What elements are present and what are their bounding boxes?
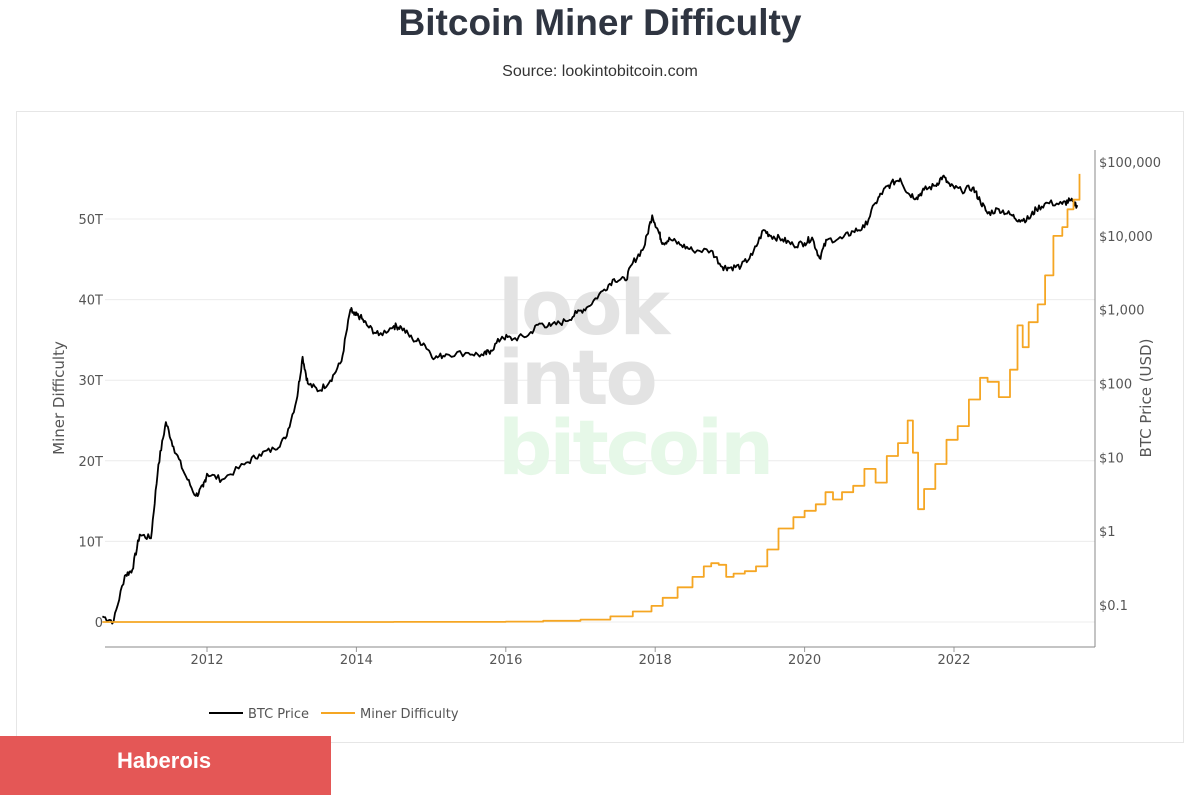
y-right-tick-label: $0.1 (1099, 599, 1128, 614)
watermark-logo: look into bitcoin (498, 263, 774, 492)
legend: BTC Price Miner Difficulty (209, 707, 459, 722)
y-left-tick-label: 20T (79, 455, 104, 470)
tick-labels: 0 10T 20T 30T 40T 50T $0.1 $1 $10 $100 $1,000 $10,0… (79, 156, 1162, 668)
watermark-line-2: into (498, 333, 655, 422)
gridlines (105, 218, 1095, 623)
x-tick-label: 2016 (489, 653, 522, 668)
chart-panel (16, 111, 1184, 743)
y-right-tick-label: $100 (1099, 378, 1132, 393)
y-right-tick-label: $100,000 (1099, 156, 1161, 171)
y-left-tick-label: 40T (79, 294, 104, 309)
x-tick-label: 2022 (937, 653, 970, 668)
y-left-tick-label: 50T (79, 213, 104, 228)
legend-label-miner-difficulty: Miner Difficulty (360, 707, 459, 722)
legend-label-btc-price: BTC Price (248, 707, 309, 722)
axes (105, 150, 1096, 652)
source-badge: Haberois (0, 736, 331, 795)
y-right-tick-label: $10,000 (1099, 230, 1153, 245)
y-left-tick-label: 30T (79, 374, 104, 389)
series-line-btc-price (101, 174, 1079, 625)
x-tick-label: 2014 (340, 653, 373, 668)
x-tick-label: 2020 (788, 653, 821, 668)
series-line-miner-difficulty (102, 173, 1081, 623)
y-right-tick-label: $10 (1099, 451, 1124, 466)
x-tick-label: 2018 (639, 653, 672, 668)
y-left-tick-label: 0 (95, 616, 103, 631)
y-right-tick-label: $1 (1099, 525, 1116, 540)
watermark-line-3: bitcoin (498, 403, 771, 492)
y-axis-right-label: BTC Price (USD) (1137, 339, 1155, 458)
y-right-tick-label: $1,000 (1099, 304, 1145, 319)
chart-subtitle: Source: lookintobitcoin.com (502, 63, 698, 80)
chart-title: Bitcoin Miner Difficulty (398, 2, 802, 43)
series-lines (101, 173, 1081, 625)
x-tick-label: 2012 (190, 653, 223, 668)
y-axis-left-label: Miner Difficulty (50, 341, 68, 455)
y-left-tick-label: 10T (79, 535, 104, 550)
